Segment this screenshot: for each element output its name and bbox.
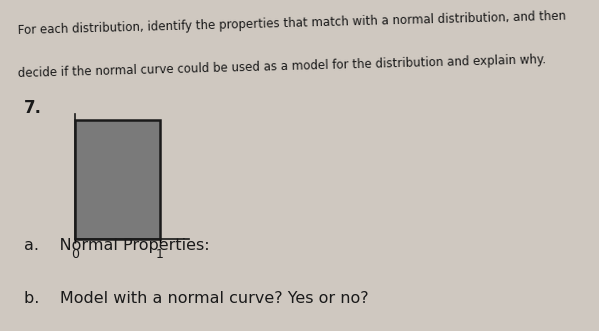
Text: decide if the normal curve could be used as a model for the distribution and exp: decide if the normal curve could be used… — [18, 53, 546, 80]
Text: 7.: 7. — [24, 99, 42, 117]
Bar — [75, 120, 160, 239]
Text: For each distribution, identify the properties that match with a normal distribu: For each distribution, identify the prop… — [18, 10, 567, 37]
Text: b.    Model with a normal curve? Yes or no?: b. Model with a normal curve? Yes or no? — [24, 291, 368, 306]
Text: a.    Normal Properties:: a. Normal Properties: — [24, 238, 210, 253]
